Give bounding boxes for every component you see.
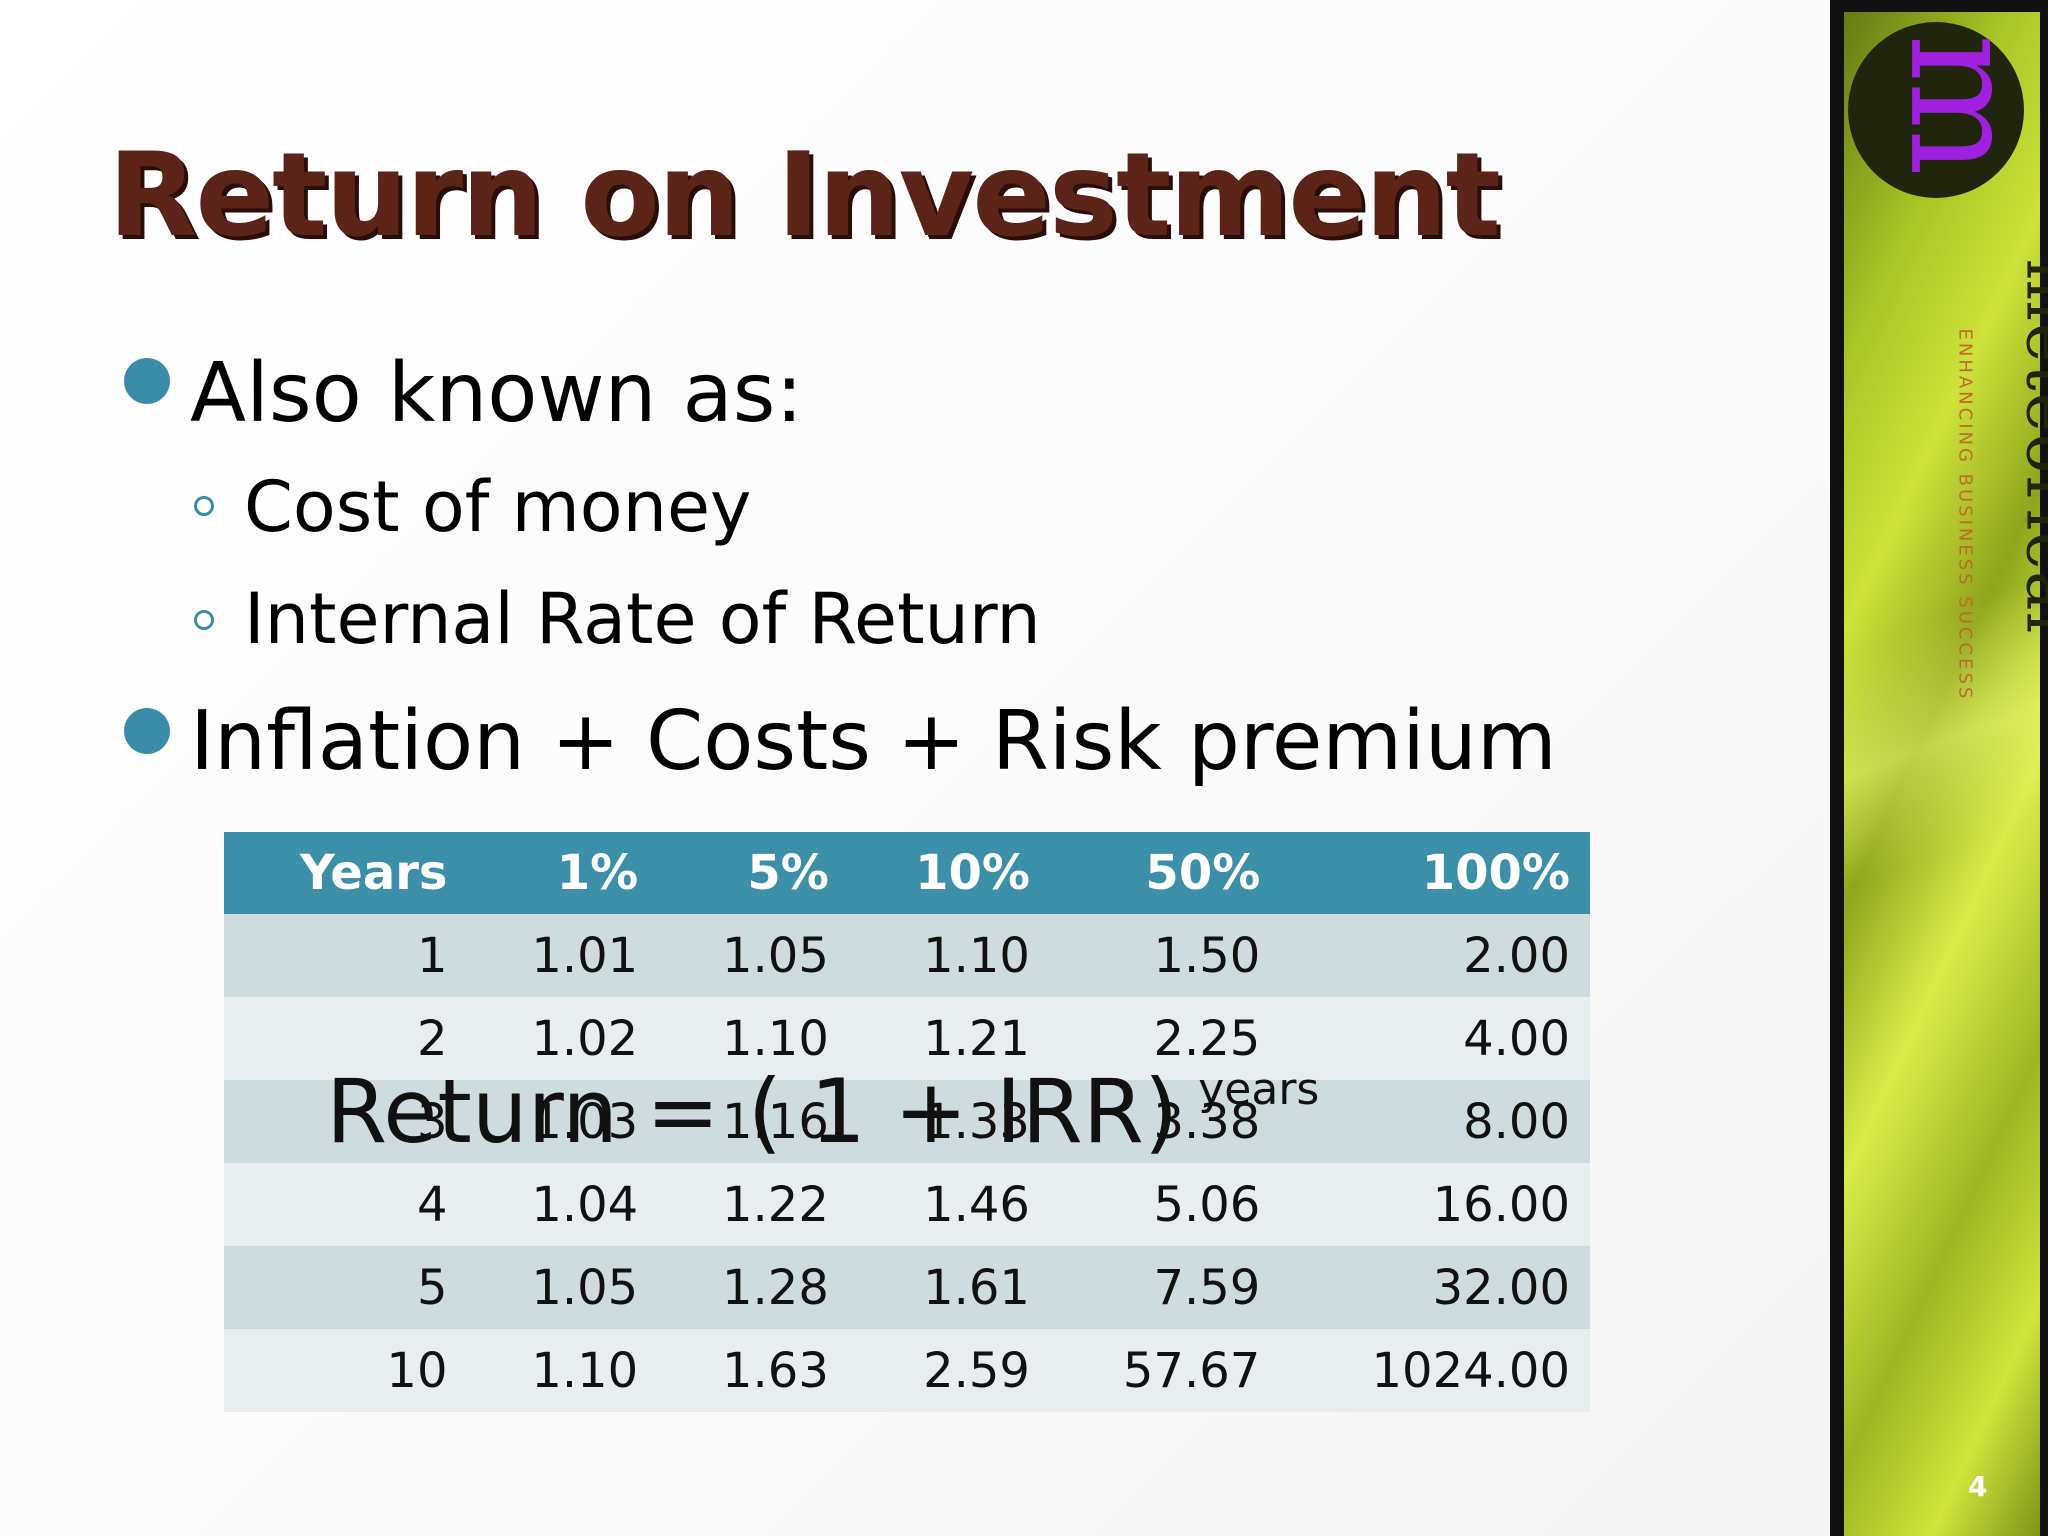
table-cell: 1.10 — [467, 1329, 659, 1412]
bullet-also-known-as: Also known as: — [190, 346, 804, 441]
meteorical-logo-icon: m — [1876, 33, 2048, 177]
header-1pct: 1% — [467, 832, 659, 914]
table-cell: 1.10 — [658, 997, 849, 1080]
header-5pct: 5% — [658, 832, 849, 914]
table-cell: 1.04 — [467, 1163, 659, 1246]
leaf-background-image — [1844, 12, 2040, 1536]
table-cell: 4 — [224, 1163, 468, 1246]
irr-formula: Return = ( 1 + IRR) years — [326, 1060, 1319, 1163]
table-cell: 1024.00 — [1280, 1329, 1590, 1412]
table-cell: 1.05 — [467, 1246, 659, 1329]
table-cell: 3 — [224, 1080, 468, 1163]
table-row: 5 1.05 1.28 1.61 7.59 32.00 — [224, 1246, 1590, 1329]
table-cell: 7.59 — [1049, 1246, 1281, 1329]
header-100pct: 100% — [1280, 832, 1590, 914]
table-row: 3 1.03 1.16 1.33 3.38 8.00 — [224, 1080, 1590, 1163]
table-cell: 5 — [224, 1246, 468, 1329]
table-cell: 2.25 — [1049, 997, 1281, 1080]
brand-tagline: ENHANCING BUSINESS SUCCESS — [1954, 328, 1976, 702]
table-cell: 2.00 — [1280, 914, 1590, 997]
table-row: 10 1.10 1.63 2.59 57.67 1024.00 — [224, 1329, 1590, 1412]
table-cell: 5.06 — [1049, 1163, 1281, 1246]
table-row: 1 1.01 1.05 1.10 1.50 2.00 — [224, 914, 1590, 997]
table-cell: 1.21 — [848, 997, 1050, 1080]
table-cell: 1.02 — [467, 997, 659, 1080]
table-cell: 1 — [224, 914, 468, 997]
brand-name: meteorical — [2011, 258, 2048, 636]
table-cell: 16.00 — [1280, 1163, 1590, 1246]
table-cell: 8.00 — [1280, 1080, 1590, 1163]
header-10pct: 10% — [848, 832, 1050, 914]
table-cell: 32.00 — [1280, 1246, 1590, 1329]
bullet-dot — [124, 708, 170, 754]
bullet-dot — [124, 358, 170, 404]
sub-bullet-ring — [194, 610, 214, 630]
table-cell: 1.28 — [658, 1246, 849, 1329]
table-cell: 4.00 — [1280, 997, 1590, 1080]
formula-exponent: years — [1198, 1064, 1320, 1115]
table-cell: 1.61 — [848, 1246, 1050, 1329]
sub-bullet-irr: Internal Rate of Return — [244, 578, 1041, 660]
sub-bullet-cost-of-money: Cost of money — [244, 466, 752, 548]
header-years: Years — [224, 832, 468, 914]
sub-bullet-ring — [194, 496, 214, 516]
table-cell: 1.63 — [658, 1329, 849, 1412]
table-cell: 1.01 — [467, 914, 659, 997]
table-header-row: Years 1% 5% 10% 50% 100% — [224, 832, 1590, 914]
table-row: 2 1.02 1.10 1.21 2.25 4.00 — [224, 997, 1590, 1080]
table-cell: 2 — [224, 997, 468, 1080]
table-cell: 10 — [224, 1329, 468, 1412]
table-cell: 1.16 — [658, 1080, 849, 1163]
header-50pct: 50% — [1049, 832, 1281, 914]
slide-title: Return on Investment — [108, 128, 1501, 263]
page-number: 4 — [1968, 1470, 1988, 1503]
table-cell: 1.05 — [658, 914, 849, 997]
table-cell: 3.38 — [1049, 1080, 1281, 1163]
bullet-inflation-costs-risk: Inflation + Costs + Risk premium — [190, 694, 1557, 789]
table-cell: 1.03 — [467, 1080, 659, 1163]
formula-main: Return = ( 1 + IRR) — [326, 1060, 1179, 1163]
roi-table: Years 1% 5% 10% 50% 100% 1 1.01 1.05 1.1… — [224, 832, 1590, 1412]
table-cell: 1.10 — [848, 914, 1050, 997]
table-cell: 1.22 — [658, 1163, 849, 1246]
table-cell: 1.50 — [1049, 914, 1281, 997]
logo-circle — [1848, 22, 2024, 198]
table-row: 4 1.04 1.22 1.46 5.06 16.00 — [224, 1163, 1590, 1246]
table-cell: 57.67 — [1049, 1329, 1281, 1412]
table-cell: 1.46 — [848, 1163, 1050, 1246]
table-cell: 1.33 — [848, 1080, 1050, 1163]
table-cell: 2.59 — [848, 1329, 1050, 1412]
